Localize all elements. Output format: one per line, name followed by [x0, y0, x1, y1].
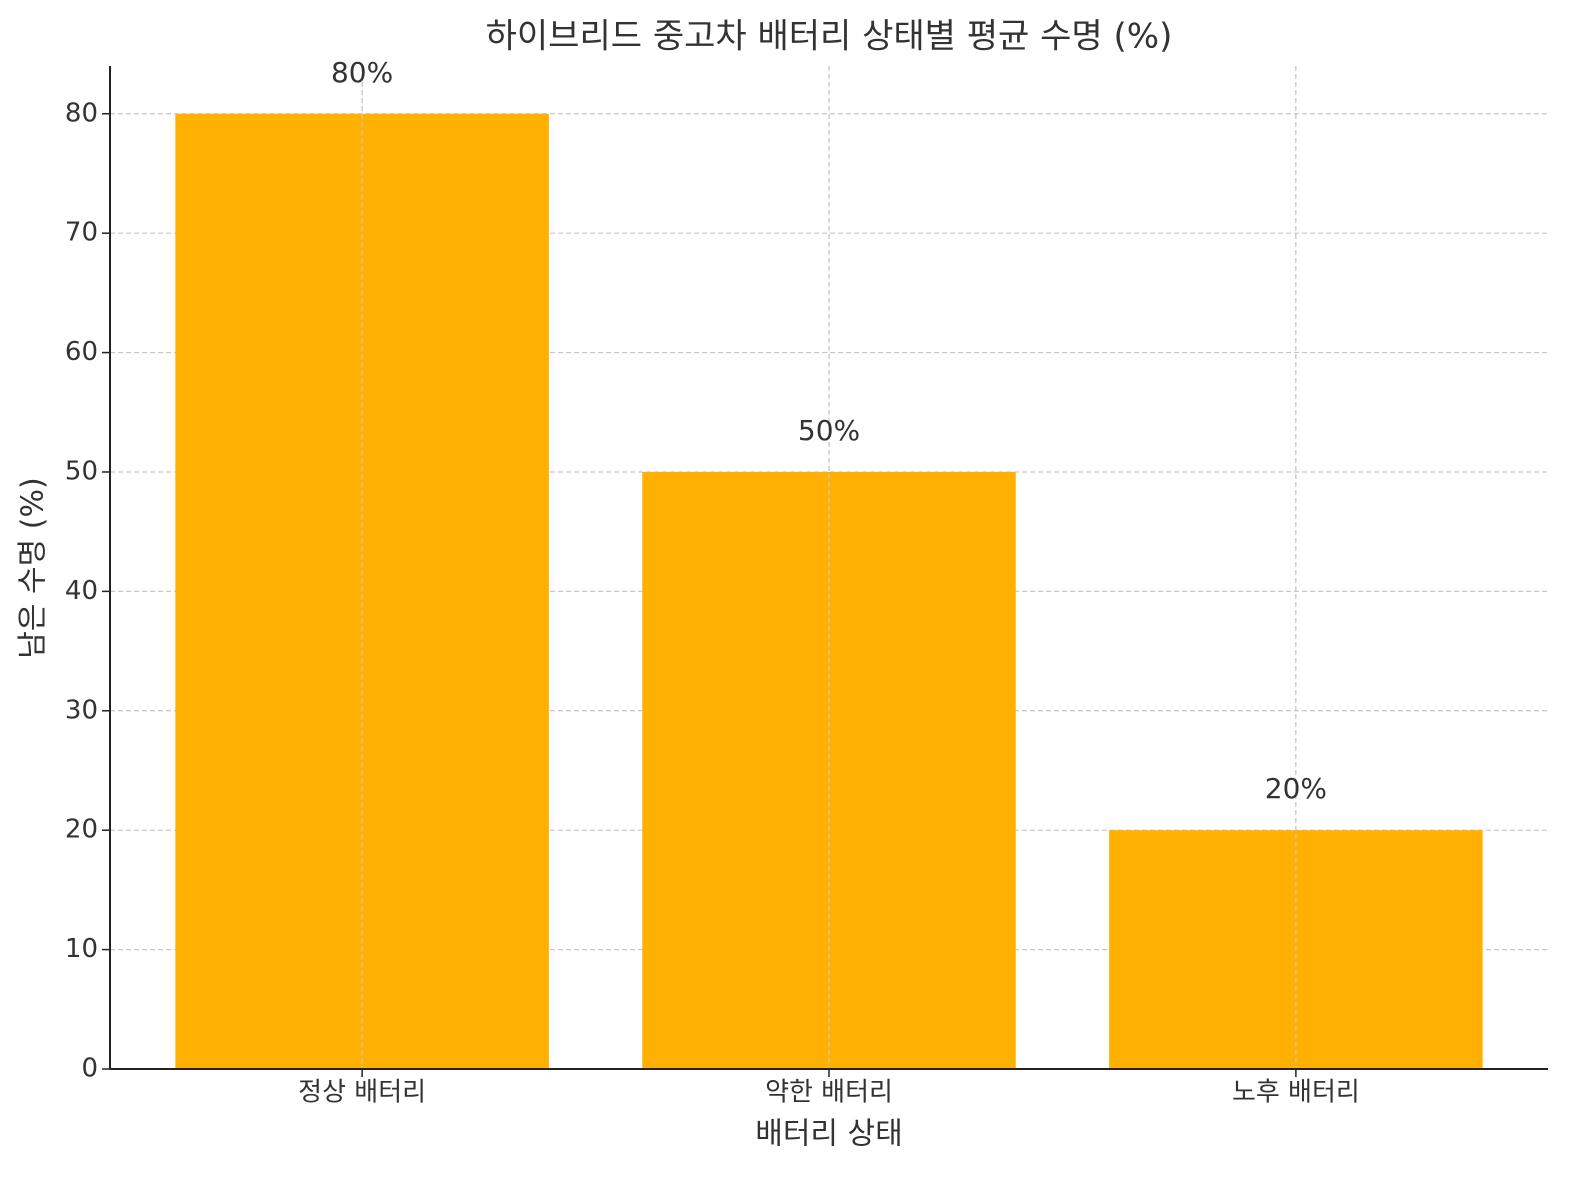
x-tick-label: 약한 배터리: [765, 1078, 893, 1108]
y-tick-label: 70: [65, 218, 98, 248]
y-tick-label: 10: [65, 934, 98, 964]
chart-title: 하이브리드 중고차 배터리 상태별 평균 수명 (%): [486, 17, 1173, 57]
y-tick-label: 40: [65, 576, 98, 606]
x-tick-label: 노후 배터리: [1232, 1078, 1360, 1108]
y-axis-label: 남은 수명 (%): [16, 477, 51, 658]
y-tick-label: 60: [65, 337, 98, 367]
value-label: 50%: [798, 414, 860, 447]
x-tick-label: 정상 배터리: [298, 1078, 426, 1108]
y-tick-label: 30: [65, 695, 98, 725]
y-tick-label: 80: [65, 98, 98, 128]
y-tick-label: 50: [65, 456, 98, 486]
x-axis-label: 배터리 상태: [755, 1117, 903, 1152]
value-label: 20%: [1265, 772, 1327, 805]
y-tick-label: 0: [81, 1054, 98, 1084]
y-tick-label: 20: [65, 815, 98, 845]
value-label: 80%: [331, 56, 393, 89]
